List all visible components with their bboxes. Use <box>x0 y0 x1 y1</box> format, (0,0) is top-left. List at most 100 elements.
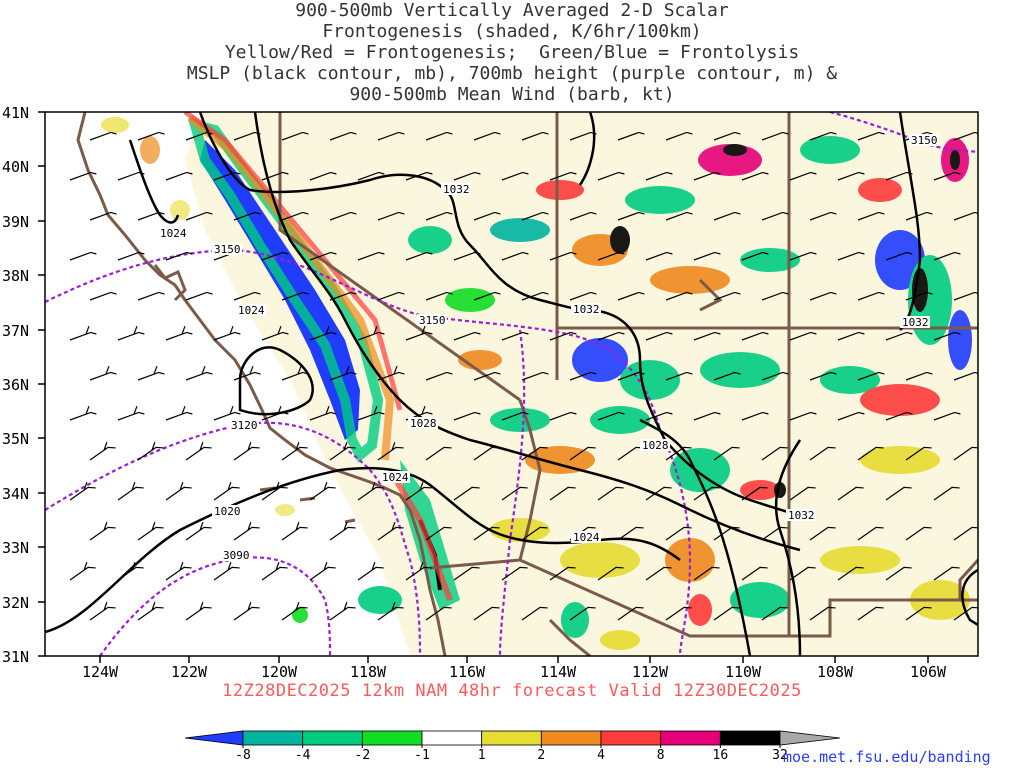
wind-barb <box>377 365 405 381</box>
wind-barb <box>329 365 357 381</box>
wind-barb <box>453 171 481 181</box>
credit-link[interactable]: moe.met.fsu.edu/banding <box>783 748 991 766</box>
colorbar-swatch <box>719 730 781 746</box>
wind-barb <box>501 331 529 341</box>
wind-barbs <box>69 131 1024 621</box>
wind-barb <box>789 171 817 181</box>
wind-barb <box>713 526 740 541</box>
colorbar-swatch <box>361 730 423 746</box>
wind-barb <box>405 251 433 261</box>
wind-barb <box>713 211 741 221</box>
wind-barb <box>377 522 404 541</box>
wind-barb <box>521 371 549 381</box>
wind-barb <box>741 566 768 581</box>
wind-barb <box>761 606 788 621</box>
wind-barb <box>933 486 960 501</box>
mslp-label: 1028 <box>640 439 670 452</box>
wind-barb <box>213 405 241 421</box>
wind-barb <box>741 486 768 501</box>
wind-barb <box>185 131 213 141</box>
wind-barb <box>837 251 865 261</box>
wind-barb <box>617 371 645 381</box>
wind-barb <box>425 371 453 381</box>
wind-barb <box>137 365 165 381</box>
wind-barb <box>857 211 885 221</box>
wind-barb <box>885 331 913 341</box>
wind-barb <box>377 131 405 141</box>
title-line-3: Yellow/Red = Frontogenesis; Green/Blue =… <box>224 42 800 63</box>
colorbar-swatch <box>660 730 721 746</box>
wind-barb <box>885 566 912 581</box>
wind-barb <box>425 446 452 461</box>
lat-label: 39N <box>2 213 29 231</box>
wind-barb <box>905 606 932 621</box>
wind-barb <box>905 526 932 541</box>
wind-barb <box>137 442 164 461</box>
wind-barb <box>453 486 480 501</box>
wind-barb <box>982 332 1008 340</box>
wind-barb <box>645 171 673 181</box>
wind-barb <box>281 442 308 461</box>
wind-barb <box>405 482 432 501</box>
wind-barb <box>281 131 309 141</box>
lon-label: 106W <box>910 663 947 681</box>
wind-barb <box>357 325 385 341</box>
lon-label: 122W <box>171 663 208 681</box>
wind-barb <box>933 171 961 181</box>
wind-barb <box>741 171 769 181</box>
wind-barb <box>809 211 837 221</box>
wind-barb <box>549 411 577 421</box>
mslp-label: 1024 <box>380 471 410 484</box>
wind-barb <box>693 171 721 181</box>
lon-label: 112W <box>632 663 669 681</box>
mslp-label: 1032 <box>441 183 471 196</box>
lat-ticks <box>38 111 45 657</box>
wind-barb <box>645 486 672 501</box>
wind-barb <box>261 482 288 501</box>
wind-barb <box>837 171 865 181</box>
wind-barb <box>117 482 144 501</box>
wind-barb <box>165 562 192 581</box>
wind-barb <box>233 442 260 461</box>
wind-barb <box>693 411 721 421</box>
wind-barb <box>501 486 528 501</box>
wind-barb <box>857 291 885 301</box>
svg-text:1024: 1024 <box>573 531 600 544</box>
wind-barb <box>665 211 693 221</box>
wind-barb <box>213 171 241 181</box>
wind-barb <box>953 526 978 541</box>
wind-barb <box>857 526 884 541</box>
wind-barb <box>597 331 625 341</box>
wind-barb <box>617 131 645 141</box>
wind-barb <box>645 566 672 581</box>
mslp-label: 1024 <box>571 531 601 544</box>
colorbar-swatch <box>184 730 244 746</box>
wind-barb <box>521 446 548 461</box>
wind-barb <box>1002 292 1024 300</box>
wind-barb <box>233 602 260 621</box>
wind-barb <box>857 606 884 621</box>
wind-barb <box>1002 372 1024 380</box>
colorbar-label: 4 <box>597 748 605 763</box>
wind-barb <box>281 291 309 301</box>
wind-barb <box>473 291 501 301</box>
wind-barb <box>89 442 116 461</box>
colorbar-label: -4 <box>295 748 311 763</box>
mslp-label: 1024 <box>236 304 266 317</box>
lat-label: 32N <box>2 594 29 612</box>
wind-barb <box>1002 212 1024 220</box>
wind-barb <box>137 131 165 141</box>
wind-barb <box>137 522 164 541</box>
wind-barb <box>281 522 308 541</box>
coastline-and-borders <box>76 112 978 656</box>
wind-barb <box>69 171 97 181</box>
wind-barb <box>521 291 549 301</box>
lon-label: 110W <box>725 663 762 681</box>
wind-barb <box>617 606 644 621</box>
svg-text:1032: 1032 <box>788 509 815 522</box>
wind-barb <box>521 211 549 221</box>
wind-barb <box>741 411 769 421</box>
wind-barb <box>885 411 913 421</box>
wind-barb <box>329 442 356 461</box>
wind-barb <box>425 526 452 541</box>
